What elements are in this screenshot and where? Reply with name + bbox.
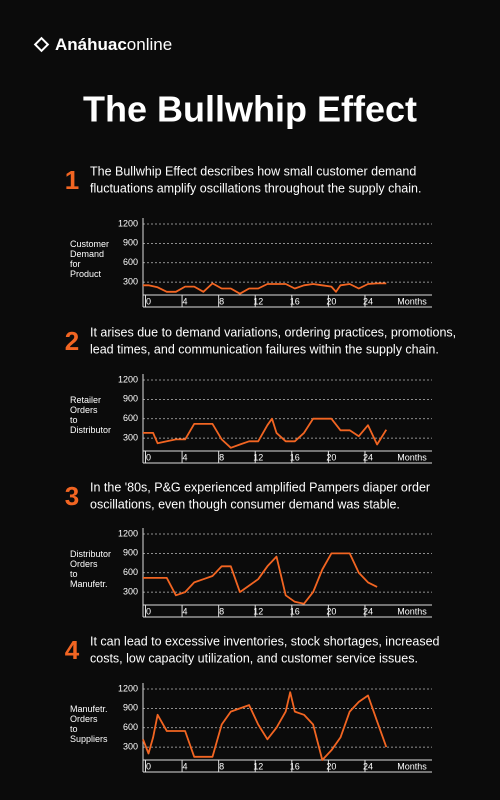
x-axis-label: Months bbox=[397, 761, 427, 771]
x-tick-label: 4 bbox=[183, 761, 188, 771]
y-axis-label: Manufetr. bbox=[70, 579, 108, 589]
data-line bbox=[143, 417, 388, 449]
x-tick-label: 20 bbox=[326, 452, 336, 462]
section-number: 1 bbox=[65, 165, 79, 195]
x-tick-label: 8 bbox=[219, 452, 224, 462]
data-line bbox=[143, 552, 378, 605]
y-axis-label: Manufetr. bbox=[70, 704, 108, 714]
section: 4 It can lead to excessive inventories, s… bbox=[65, 634, 440, 665]
x-tick-label: 20 bbox=[326, 761, 336, 771]
x-tick-label: 16 bbox=[290, 606, 300, 616]
y-tick-label: 900 bbox=[123, 394, 138, 404]
y-axis-label: Suppliers bbox=[70, 734, 108, 744]
section-text: lead times, and communication failures w… bbox=[90, 342, 439, 356]
brand: Anáhuaconline bbox=[55, 35, 172, 54]
x-tick-label: 12 bbox=[253, 606, 263, 616]
x-tick-label: 16 bbox=[290, 296, 300, 306]
section: 3 In the '80s, P&G experienced amplified … bbox=[65, 480, 430, 511]
y-tick-label: 1200 bbox=[118, 218, 138, 228]
x-tick-label: 20 bbox=[326, 606, 336, 616]
y-axis-label: to bbox=[70, 724, 78, 734]
x-tick-label: 4 bbox=[183, 452, 188, 462]
y-tick-label: 300 bbox=[123, 432, 138, 442]
x-tick-label: 16 bbox=[290, 452, 300, 462]
x-tick-label: 12 bbox=[253, 296, 263, 306]
x-tick-label: 0 bbox=[146, 296, 151, 306]
y-tick-label: 900 bbox=[123, 548, 138, 558]
x-tick-label: 4 bbox=[183, 296, 188, 306]
section: 2 It arises due to demand variations, ord… bbox=[65, 325, 456, 356]
y-tick-label: 600 bbox=[123, 413, 138, 423]
y-tick-label: 600 bbox=[123, 722, 138, 732]
x-axis-label: Months bbox=[397, 296, 427, 306]
section-text: In the '80s, P&G experienced amplified P… bbox=[90, 480, 430, 494]
x-tick-label: 24 bbox=[363, 606, 373, 616]
y-axis-label: Orders bbox=[70, 714, 98, 724]
y-axis-label: for bbox=[70, 259, 81, 269]
x-tick-label: 24 bbox=[363, 761, 373, 771]
y-tick-label: 900 bbox=[123, 238, 138, 248]
y-tick-label: 300 bbox=[123, 741, 138, 751]
y-axis-label: Demand bbox=[70, 249, 104, 259]
y-tick-label: 1200 bbox=[118, 528, 138, 538]
y-tick-label: 1200 bbox=[118, 683, 138, 693]
y-tick-label: 300 bbox=[123, 276, 138, 286]
y-axis-label: Distributor bbox=[70, 549, 111, 559]
section-number: 3 bbox=[65, 481, 79, 511]
y-axis-label: Distributor bbox=[70, 425, 111, 435]
y-axis-label: Orders bbox=[70, 405, 98, 415]
section-text: It can lead to excessive inventories, st… bbox=[90, 634, 440, 648]
section: 1 The Bullwhip Effect describes how small… bbox=[65, 164, 422, 195]
x-tick-label: 12 bbox=[253, 761, 263, 771]
data-line bbox=[143, 282, 387, 295]
logo: Anáhuaconline bbox=[33, 35, 172, 54]
data-line bbox=[142, 691, 388, 761]
y-tick-label: 600 bbox=[123, 257, 138, 267]
y-tick-label: 1200 bbox=[118, 374, 138, 384]
section-number: 4 bbox=[65, 635, 80, 665]
x-tick-label: 4 bbox=[183, 606, 188, 616]
x-tick-label: 8 bbox=[219, 296, 224, 306]
y-axis-label: to bbox=[70, 415, 78, 425]
x-axis-label: Months bbox=[397, 452, 427, 462]
section-number: 2 bbox=[65, 326, 79, 356]
section-text: The Bullwhip Effect describes how small … bbox=[90, 164, 416, 178]
x-tick-label: 24 bbox=[363, 452, 373, 462]
x-tick-label: 0 bbox=[146, 452, 151, 462]
y-tick-label: 300 bbox=[123, 586, 138, 596]
section-text: costs, low capacity utilization, and cus… bbox=[90, 651, 418, 665]
y-axis-label: Product bbox=[70, 269, 102, 279]
y-axis-label: to bbox=[70, 569, 78, 579]
x-tick-label: 24 bbox=[363, 296, 373, 306]
x-tick-label: 8 bbox=[219, 761, 224, 771]
x-tick-label: 0 bbox=[146, 761, 151, 771]
x-tick-label: 20 bbox=[326, 296, 336, 306]
x-tick-label: 0 bbox=[146, 606, 151, 616]
x-tick-label: 8 bbox=[219, 606, 224, 616]
y-axis-label: Retailer bbox=[70, 395, 101, 405]
brand-light: online bbox=[127, 35, 172, 54]
y-tick-label: 900 bbox=[123, 703, 138, 713]
brand-bold: Anáhuac bbox=[55, 35, 127, 54]
section-text: fluctuations amplify oscillations throug… bbox=[90, 181, 421, 195]
section-text: It arises due to demand variations, orde… bbox=[90, 325, 456, 339]
chart: DistributorOrderstoManufetr.300600900120… bbox=[70, 528, 432, 618]
logo-icon bbox=[33, 36, 50, 53]
x-axis-label: Months bbox=[397, 606, 427, 616]
y-axis-label: Orders bbox=[70, 559, 98, 569]
x-tick-label: 16 bbox=[290, 761, 300, 771]
section-text: oscillations, even though consumer deman… bbox=[90, 497, 400, 511]
title: The Bullwhip Effect bbox=[83, 89, 417, 130]
x-tick-label: 12 bbox=[253, 452, 263, 462]
y-axis-label: Customer bbox=[70, 239, 109, 249]
y-tick-label: 600 bbox=[123, 567, 138, 577]
